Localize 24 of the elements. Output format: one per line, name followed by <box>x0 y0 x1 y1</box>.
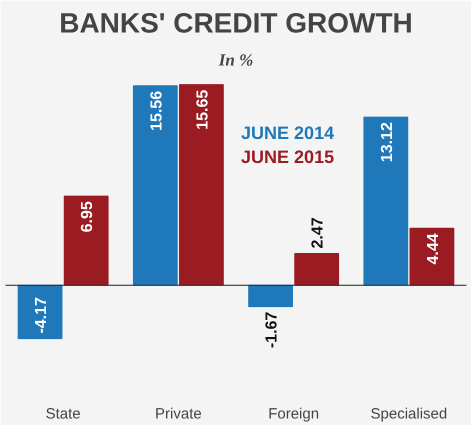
data-label: -4.17 <box>33 296 50 334</box>
bar <box>132 85 178 286</box>
chart-subtitle: In % <box>218 50 254 70</box>
data-label: -1.67 <box>264 312 281 348</box>
data-label: 15.56 <box>148 90 166 131</box>
bar <box>410 228 454 286</box>
data-label: 4.44 <box>424 233 442 265</box>
series-label: JUNE 2014 <box>241 122 334 143</box>
bar <box>18 284 62 340</box>
chart-title: BANKS' CREDIT GROWTH <box>59 8 413 38</box>
data-label: 6.95 <box>79 201 96 232</box>
x-tick-label: Specialised <box>370 406 448 422</box>
bar <box>179 84 224 286</box>
bar <box>248 284 293 308</box>
bar <box>363 116 408 286</box>
x-tick-label: Foreign <box>268 406 320 422</box>
series-label: JUNE 2015 <box>241 146 334 167</box>
bar <box>64 196 109 286</box>
data-label: 2.47 <box>310 217 327 248</box>
data-label: 13.12 <box>378 122 396 162</box>
data-label: 15.65 <box>194 90 212 130</box>
bar <box>294 253 340 286</box>
x-tick-label: Private <box>155 406 202 422</box>
x-tick-label: State <box>46 406 81 422</box>
